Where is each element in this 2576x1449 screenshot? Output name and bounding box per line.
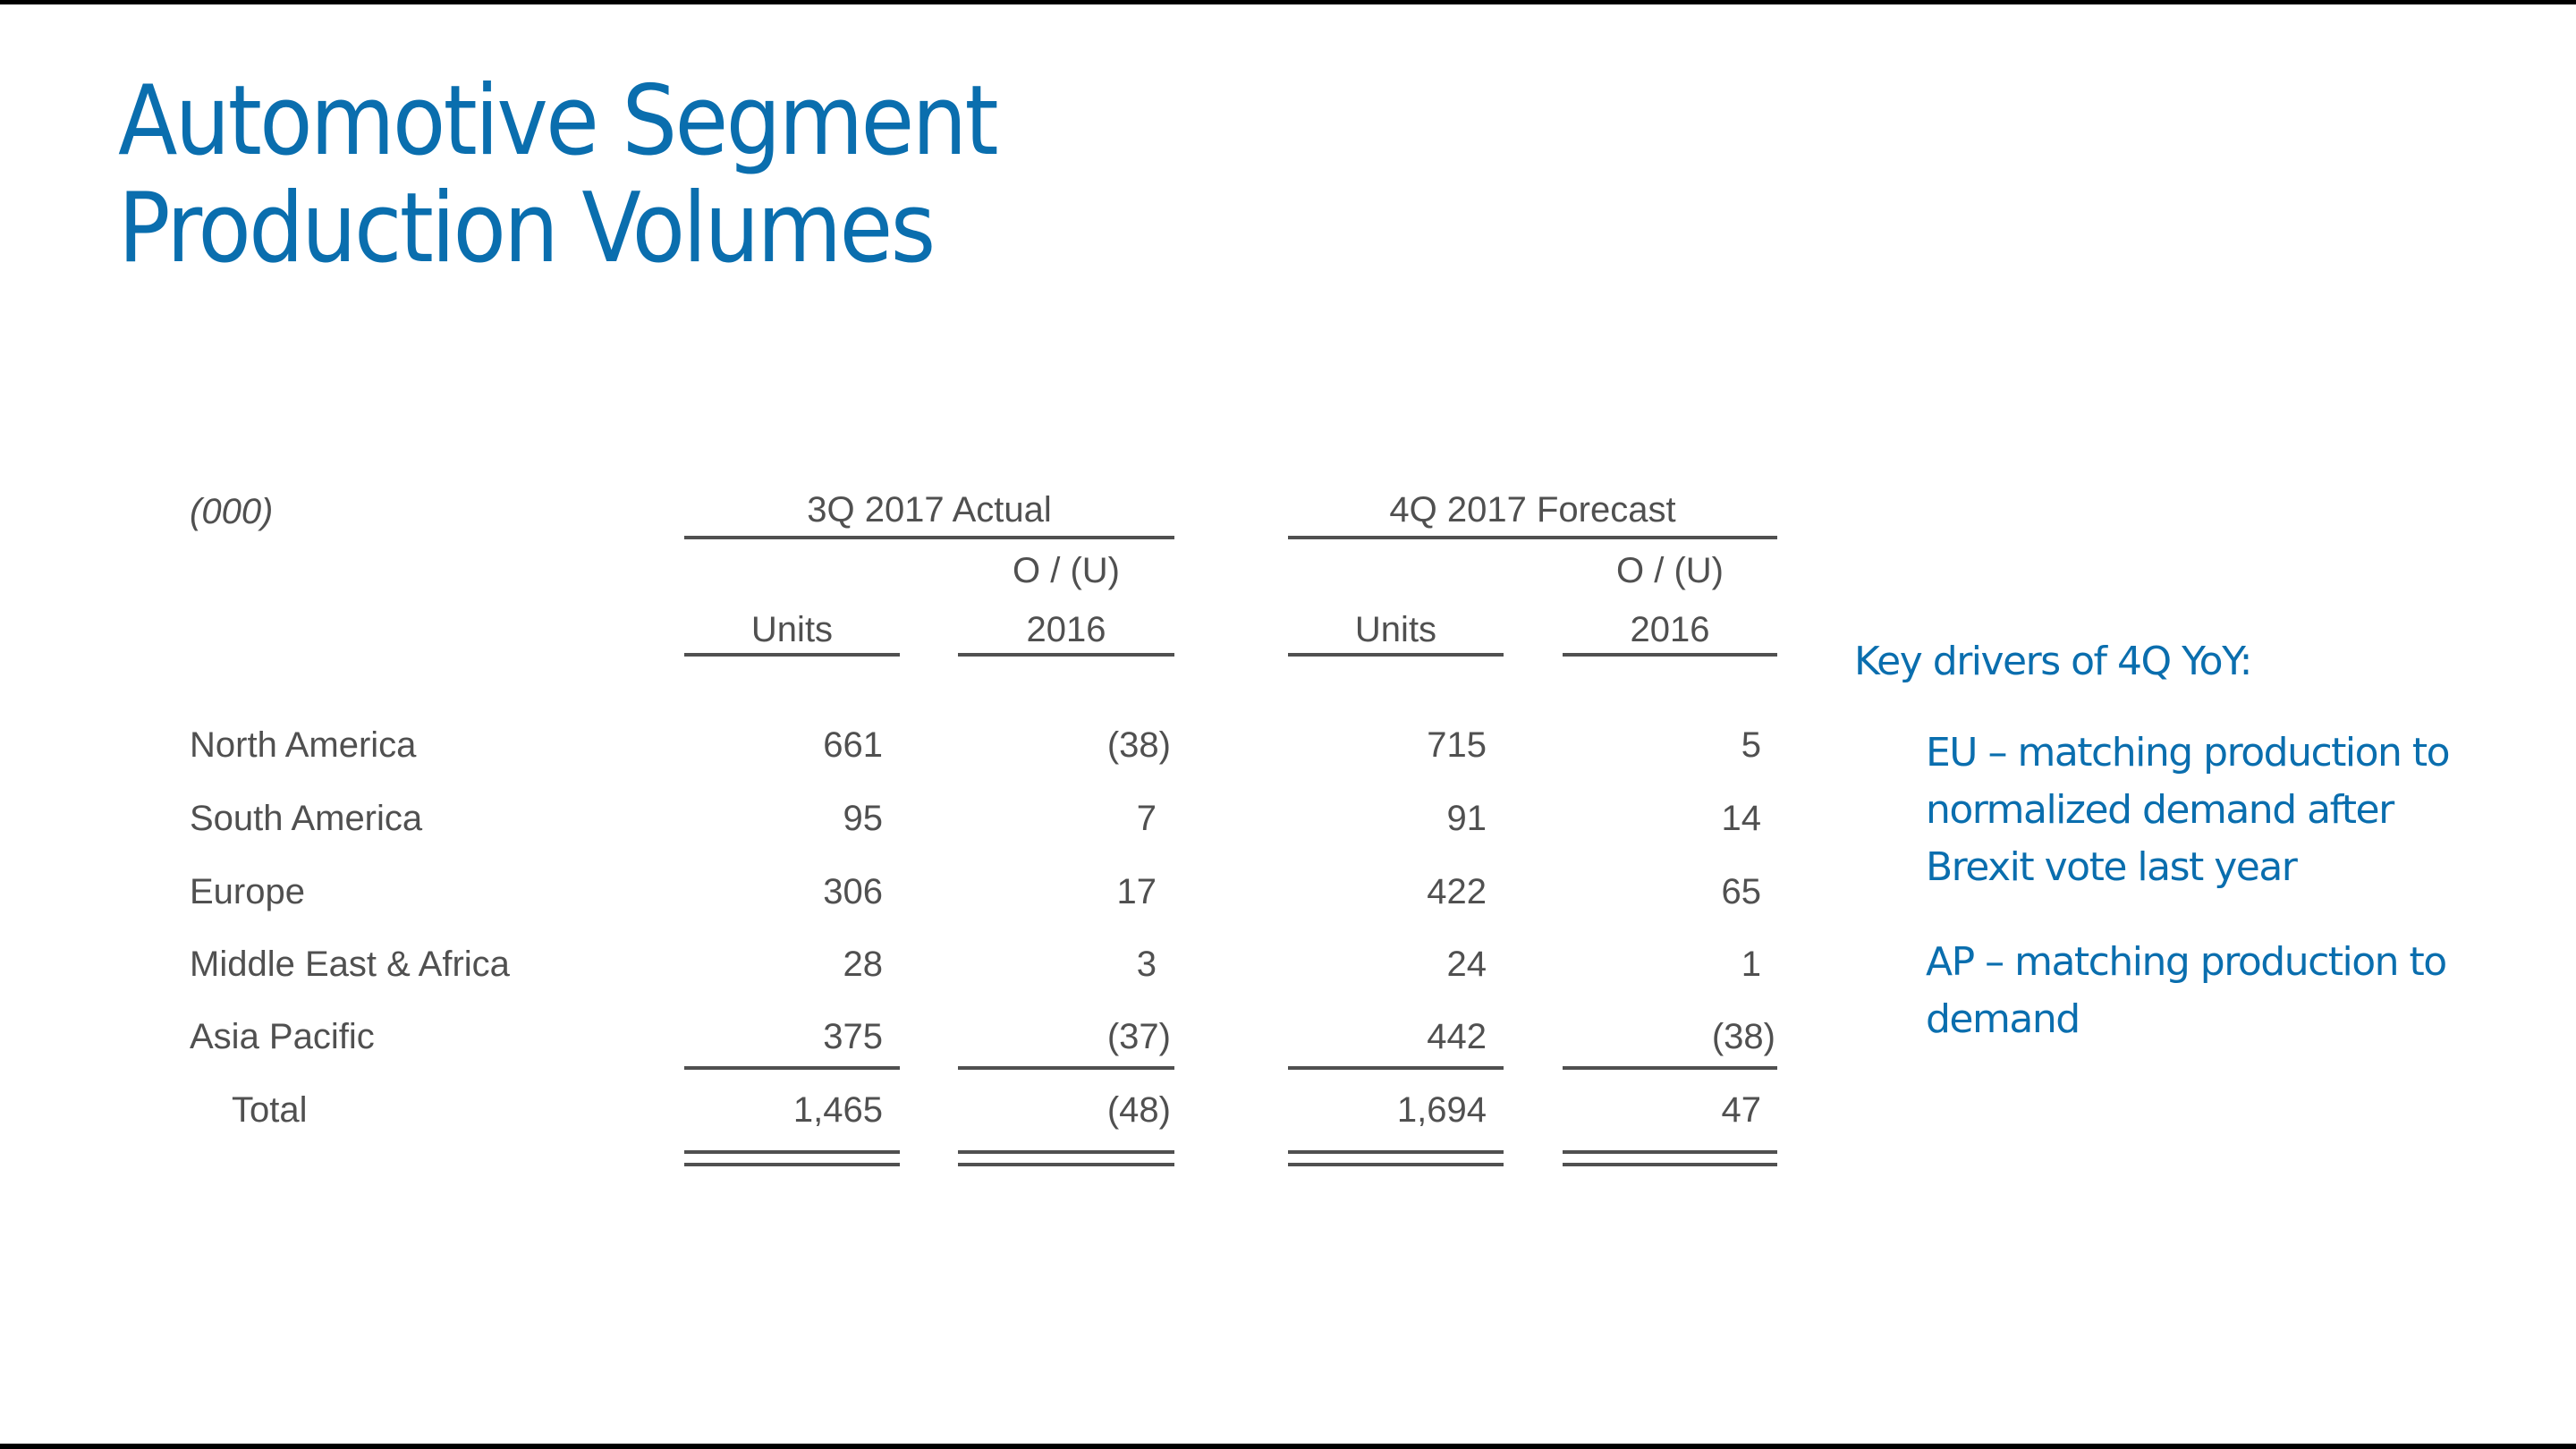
cell-total-q4-vs-2016: 47 [1721, 1090, 1762, 1130]
subtotal-rule-q4-vs [1563, 1066, 1777, 1070]
slide-title: Automotive Segment Production Volumes [118, 65, 999, 284]
cell-total-q4-units: 1,694 [1396, 1090, 1487, 1130]
cell-total-q3-units: 1,465 [792, 1090, 883, 1130]
col-header-4q-vs-2016: 2016 [1630, 610, 1710, 649]
cell-q3-units: 28 [843, 945, 884, 984]
group-rule-4q [1288, 536, 1777, 539]
cell-q4-vs-2016: (38) [1711, 1017, 1775, 1056]
total-double-rule-bottom-q3-vs [958, 1163, 1174, 1166]
cell-q3-vs-2016: 3 [1136, 945, 1157, 984]
total-double-rule-top-q3-units [684, 1150, 900, 1154]
row-label-south-america: South America [190, 799, 423, 838]
col-rule-4q-units [1288, 653, 1504, 657]
col-rule-3q-units [684, 653, 900, 657]
cell-q4-units: 715 [1427, 725, 1487, 765]
cell-q3-vs-2016: (37) [1106, 1017, 1171, 1056]
group-header-3q-actual: 3Q 2017 Actual [807, 490, 1052, 530]
note-ap: AP – matching production to demand [1926, 939, 2447, 1042]
cell-q3-units: 375 [823, 1017, 883, 1056]
key-drivers-heading: Key drivers of 4Q YoY: [1854, 639, 2252, 684]
cell-q3-vs-2016: 7 [1136, 799, 1157, 838]
col-header-3q-vs-2016: 2016 [1026, 610, 1106, 649]
cell-q3-vs-2016: (38) [1106, 725, 1171, 765]
slide-title-line-2: Production Volumes [118, 173, 936, 284]
total-double-rule-bottom-q4-vs [1563, 1163, 1777, 1166]
slide-title-line-1: Automotive Segment [118, 65, 999, 177]
col-header-4q-units: Units [1354, 610, 1437, 649]
cell-q4-vs-2016: 5 [1741, 725, 1761, 765]
cell-q4-units: 422 [1427, 872, 1487, 911]
row-label-north-america: North America [190, 725, 417, 765]
cell-q4-units: 442 [1427, 1017, 1487, 1056]
subtotal-rule-q4-units [1288, 1066, 1504, 1070]
total-double-rule-bottom-q3-units [684, 1163, 900, 1166]
total-double-rule-top-q4-units [1288, 1150, 1504, 1154]
total-double-rule-top-q4-vs [1563, 1150, 1777, 1154]
group-header-4q-forecast: 4Q 2017 Forecast [1389, 490, 1676, 530]
cell-q4-vs-2016: 14 [1721, 799, 1762, 838]
col-rule-3q-vs [958, 653, 1174, 657]
col-header-3q-vs-line1: O / (U) [1013, 551, 1120, 590]
col-rule-4q-vs [1563, 653, 1777, 657]
subtotal-rule-q3-units [684, 1066, 900, 1070]
note-eu: EU – matching production to normalized d… [1926, 730, 2451, 890]
unit-label: (000) [190, 492, 274, 531]
bottom-frame-bar [0, 1444, 2576, 1449]
group-rule-3q [684, 536, 1174, 539]
total-double-rule-top-q3-vs [958, 1150, 1174, 1154]
cell-q3-units: 95 [843, 799, 884, 838]
top-frame-bar [0, 0, 2576, 4]
row-label-europe: Europe [190, 872, 305, 911]
cell-q3-vs-2016: 17 [1116, 872, 1157, 911]
cell-total-q3-vs-2016: (48) [1106, 1090, 1171, 1130]
cell-q4-units: 91 [1446, 799, 1487, 838]
subtotal-rule-q3-vs [958, 1066, 1174, 1070]
cell-q3-units: 306 [823, 872, 883, 911]
col-header-3q-units: Units [750, 610, 834, 649]
cell-q3-units: 661 [823, 725, 883, 765]
cell-q4-vs-2016: 65 [1721, 872, 1762, 911]
col-header-4q-vs-line1: O / (U) [1616, 551, 1724, 590]
row-label-asia-pacific: Asia Pacific [190, 1017, 375, 1056]
row-label-middle-east-africa: Middle East & Africa [190, 945, 510, 984]
cell-q4-units: 24 [1446, 945, 1487, 984]
row-label-total: Total [232, 1090, 308, 1130]
cell-q4-vs-2016: 1 [1741, 945, 1761, 984]
total-double-rule-bottom-q4-units [1288, 1163, 1504, 1166]
